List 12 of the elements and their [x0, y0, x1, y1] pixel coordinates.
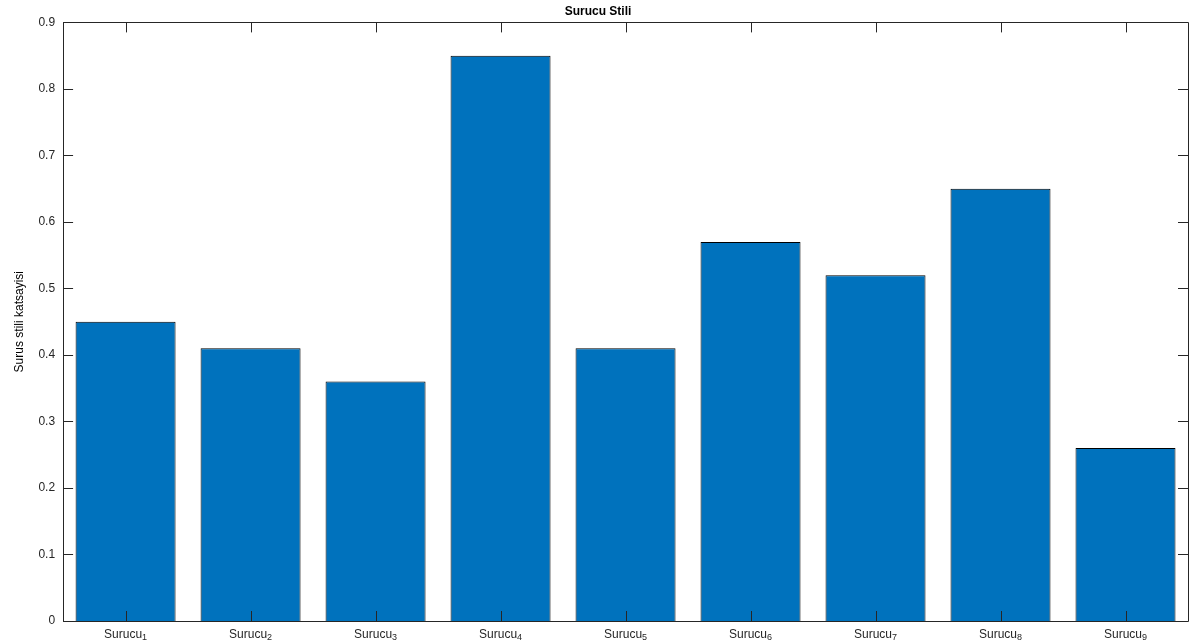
y-tick-label: 0.5: [38, 280, 56, 295]
chart-title: Surucu Stili: [564, 3, 632, 18]
y-tick-label: 0.1: [38, 546, 56, 561]
y-tick-label: 0.8: [38, 81, 56, 96]
y-tick-label: 0: [48, 613, 56, 628]
y-tick-label: 0.6: [38, 214, 56, 229]
y-tick-label: 0.4: [38, 347, 56, 362]
y-tick-label: 0.2: [38, 480, 56, 495]
y-tick-label: 0.3: [38, 413, 56, 428]
y-tick-label: 0.9: [38, 14, 56, 29]
y-tick-label: 0.7: [38, 147, 56, 162]
y-axis-title: Surus stili katsayisi: [11, 271, 26, 373]
